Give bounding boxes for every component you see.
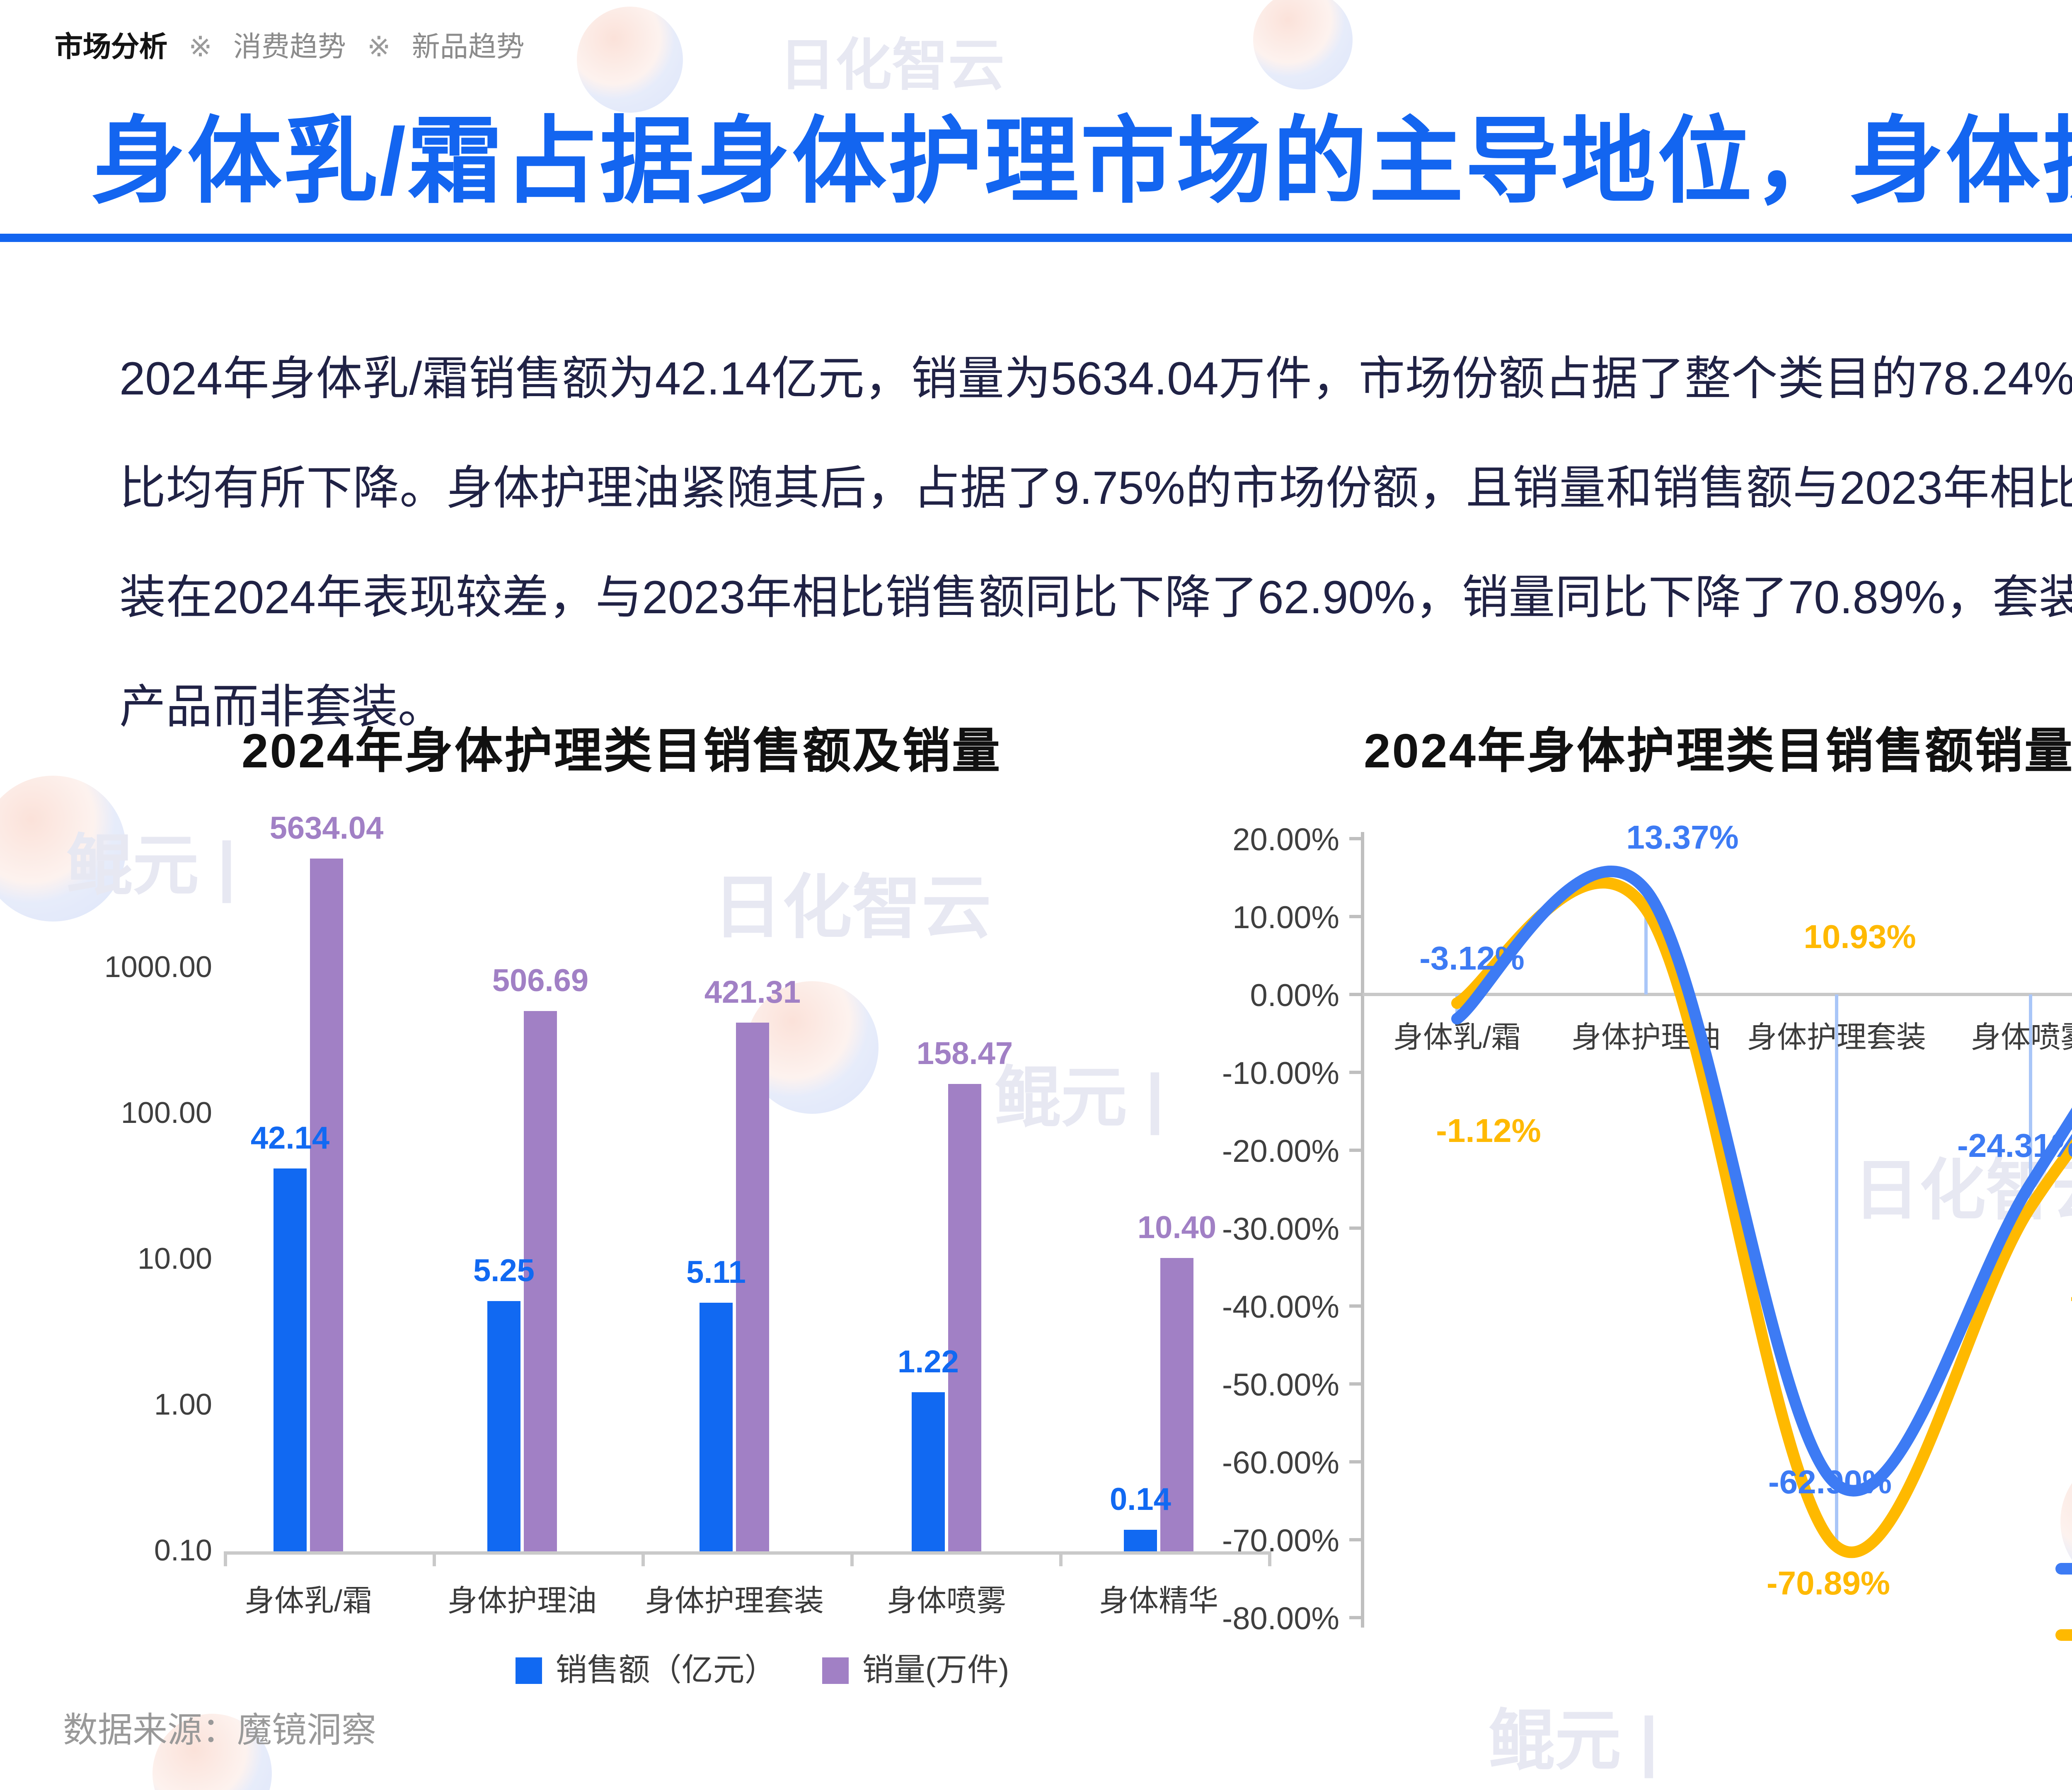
bar-sales-value-label: 5.11 [686,1255,746,1291]
volume-yoy-data-label: 10.93% [1803,918,1916,955]
line-y-tick-label: -70.00% [1222,1523,1339,1558]
bar-volume [524,1011,557,1551]
bar-volume-value-label: 421.31 [704,976,801,1011]
line-y-tick-label: -50.00% [1222,1367,1339,1403]
bar-category-label: 身体护理油 [448,1584,597,1618]
bar-sales [274,1168,307,1551]
bar-category-label: 身体护理套装 [645,1584,824,1618]
bar-sales [700,1302,733,1551]
sales-yoy-data-label: 13.37% [1626,819,1738,856]
bar-sales [1124,1530,1157,1551]
bar-axis-tick [850,1551,854,1566]
bar-volume [948,1084,981,1551]
volume-yoy-data-label: -70.89% [1767,1565,1890,1601]
bar-axis-tick [641,1551,645,1566]
volume-swatch-icon [822,1657,849,1684]
bar-volume [1160,1257,1193,1551]
line-y-tick-label: -60.00% [1222,1445,1339,1480]
bar-sales [912,1393,945,1551]
line-y-tick-label: 10.00% [1232,900,1339,935]
legend-label-sales: 销售额（亿元） [555,1654,776,1689]
bar-volume-value-label: 10.40 [1137,1211,1217,1246]
bar-x-axis-line [224,1551,1268,1555]
bar-axis-tick [224,1551,227,1566]
line-y-tick-label: 20.00% [1232,822,1339,857]
breadcrumb-separator-icon: ※ [367,31,391,63]
bar-y-tick-label: 10.00 [137,1242,212,1275]
line-y-tick-label: -80.00% [1222,1601,1339,1636]
bar-volume-value-label: 5634.04 [269,812,384,847]
page-title: 身体乳/霜占据身体护理市场的主导地位，身体护理油表现亮眼 [91,109,2072,215]
legend-item-sales[interactable]: 销售额（亿元） [516,1646,776,1691]
volume-yoy-data-label: -1.12% [1436,1112,1541,1149]
bar-category-label: 身体精华 [1099,1584,1218,1618]
sales-yoy-swatch-icon [2055,1562,2072,1574]
breadcrumb-item-consumption-trend[interactable]: 消费趋势 [233,31,346,63]
line-y-tick-label: 0.00% [1250,978,1340,1013]
bar-sales-value-label: 0.14 [1110,1483,1171,1519]
breadcrumb: 市场分析 ※ 消费趋势 ※ 新品趋势 [55,23,525,65]
line-chart-title: 2024年身体护理类目销售额销量同比 [1363,726,2072,779]
bar-y-tick-label: 1.00 [154,1388,212,1421]
bar-sales-value-label: 5.25 [473,1254,535,1289]
line-category-label: 身体乳/霜 [1393,1021,1521,1054]
legend-item-volume[interactable]: 销量(万件) [822,1646,1009,1691]
line-y-tick-label: -30.00% [1222,1212,1339,1247]
legend-label-volume: 销量(万件) [862,1654,1009,1689]
bar-axis-tick [1059,1551,1063,1566]
line-y-tick-label: -20.00% [1222,1134,1339,1169]
sales-yoy-data-label: -24.31% [1957,1127,2072,1164]
volume-yoy-data-label: -27.29% [2070,1278,2072,1315]
bar-axis-tick [433,1551,436,1566]
sales-yoy-data-label: -62.90% [1768,1463,1892,1500]
breadcrumb-item-new-product-trend[interactable]: 新品趋势 [411,31,525,63]
sales-swatch-icon [516,1657,542,1684]
bar-volume [310,858,343,1551]
bar-y-tick-label: 0.10 [154,1534,212,1567]
line-y-tick-label: -10.00% [1222,1056,1339,1091]
line-y-tick-label: -40.00% [1222,1289,1339,1325]
bar-category-label: 身体喷雾 [887,1584,1006,1618]
line-category-label: 身体喷雾 [1971,1021,2072,1054]
bar-chart-legend: 销售额（亿元） 销量(万件) [298,1646,1227,1691]
bar-axis-tick [1268,1551,1271,1566]
bar-sales-value-label: 42.14 [250,1122,330,1157]
line-chart-legend: 销售额同比 销量同比 [2055,1535,2072,1667]
bar-y-tick-label: 1000.00 [104,951,212,984]
bar-sales [487,1300,520,1551]
bar-sales-value-label: 1.22 [898,1346,959,1381]
bar-volume-value-label: 158.47 [916,1038,1013,1073]
bar-chart-title: 2024年身体护理类目销售额及销量 [241,726,1002,779]
line-category-label: 身体护理套装 [1747,1021,1926,1054]
volume-yoy-swatch-icon [2055,1628,2072,1640]
bar-y-tick-label: 100.00 [121,1096,212,1130]
legend-item-sales-yoy[interactable]: 销售额同比 [2055,1535,2072,1601]
line-chart: 20.00% 10.00% 0.00% -10.00% -20.00% -30.00% -4… [1222,819,2072,1636]
summary-paragraph: 2024年身体乳/霜销售额为42.14亿元，销量为5634.04万件，市场份额占… [119,353,2072,733]
volume-yoy-line [1451,877,2072,1558]
sales-yoy-data-label: -3.12% [1419,940,1524,977]
title-divider [0,234,2072,242]
breadcrumb-item-market-analysis[interactable]: 市场分析 [55,31,167,63]
sales-yoy-line [1451,866,2072,1497]
bar-category-label: 身体乳/霜 [244,1584,373,1618]
bar-volume [736,1023,769,1551]
breadcrumb-separator-icon: ※ [188,31,212,63]
legend-item-volume-yoy[interactable]: 销量同比 [2055,1601,2072,1667]
source-note: 数据来源：魔镜洞察 [63,1712,376,1750]
bar-chart: 1000.00 100.00 10.00 1.00 0.10 42.14 5634.04 身体… [104,812,1271,1618]
bar-volume-value-label: 506.69 [492,964,589,999]
